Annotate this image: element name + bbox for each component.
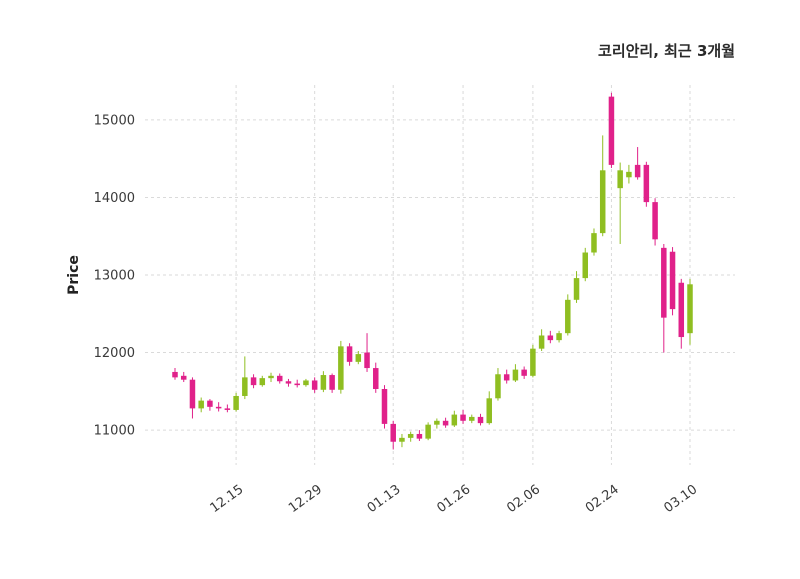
candle-body [399, 437, 405, 442]
candle-body [495, 374, 501, 399]
x-tick-label: 01.26 [434, 482, 473, 516]
candle-body [303, 380, 309, 386]
candle-body [390, 423, 396, 442]
candle-body [268, 375, 274, 379]
candle-body [451, 414, 458, 426]
candle-body [172, 371, 178, 378]
candle-body [573, 278, 580, 300]
x-axis-tick-labels: 12.15 12.29 01.13 01.26 02.06 02.24 03.10 [208, 482, 701, 516]
candle-body [486, 398, 492, 424]
candle-body [652, 202, 658, 240]
candle-body [547, 335, 554, 341]
candle-body [599, 170, 606, 234]
candle-body [434, 420, 440, 425]
candle-body [355, 354, 362, 362]
candle-body [530, 348, 536, 376]
x-tick-label: 03.10 [661, 482, 700, 516]
candle-body [373, 368, 379, 389]
candle-body [233, 395, 239, 410]
candle-body [276, 375, 283, 382]
candle-body [364, 352, 370, 369]
candle-body [346, 346, 353, 362]
x-tick-label: 02.24 [583, 482, 622, 516]
candle-body [669, 251, 676, 310]
candle-body [338, 346, 344, 390]
candle-body [460, 414, 466, 421]
x-tick-label: 12.29 [286, 482, 325, 516]
candle-body [582, 252, 589, 279]
candle-body [442, 420, 449, 426]
candle-body [215, 406, 222, 409]
candle-body [556, 333, 562, 341]
candle-body [311, 380, 318, 390]
candle-body [198, 400, 204, 409]
candle-body [329, 375, 335, 390]
candle-body [294, 383, 300, 386]
candle-body [634, 164, 641, 178]
candle-body [259, 378, 266, 386]
candle-body [643, 164, 650, 203]
candle-body [565, 299, 571, 334]
y-tick-label: 14000 [94, 191, 135, 206]
candle-body [189, 379, 196, 409]
x-tick-label: 12.15 [208, 482, 247, 516]
candle-body [477, 416, 484, 424]
candle-body [180, 375, 187, 380]
y-tick-label: 13000 [94, 269, 135, 284]
y-axis-label: Price [66, 255, 82, 295]
candle-body [416, 433, 423, 439]
candle-body [224, 408, 231, 410]
chart-title: 코리안리, 최근 3개월 [598, 42, 735, 60]
candle-body [503, 374, 510, 381]
grid-lines [145, 85, 735, 465]
candle-body [538, 335, 545, 349]
y-tick-label: 15000 [94, 113, 135, 128]
candle-body [661, 247, 667, 318]
x-tick-label: 02.06 [504, 482, 543, 516]
candle-body [617, 170, 623, 189]
candle-body [608, 96, 615, 165]
candle-body [242, 377, 248, 396]
candle-body [521, 369, 527, 376]
candle-body [678, 282, 685, 338]
x-tick-label: 01.13 [365, 482, 404, 516]
candle-body [687, 284, 693, 334]
y-tick-label: 11000 [94, 424, 135, 439]
candle-body [469, 416, 475, 421]
y-tick-label: 12000 [94, 346, 135, 361]
y-axis-tick-labels: 11000 12000 13000 14000 15000 [94, 113, 135, 438]
candle-body [425, 424, 431, 439]
candle-body [207, 400, 213, 407]
candle-body [320, 375, 327, 390]
candle-body [626, 171, 632, 178]
candle-body [381, 389, 388, 424]
candle-body [407, 433, 414, 438]
candle-body [512, 369, 519, 381]
candle-body [285, 381, 292, 384]
plot-area [172, 92, 693, 450]
candle-body [591, 233, 597, 253]
candle-body [250, 377, 257, 386]
